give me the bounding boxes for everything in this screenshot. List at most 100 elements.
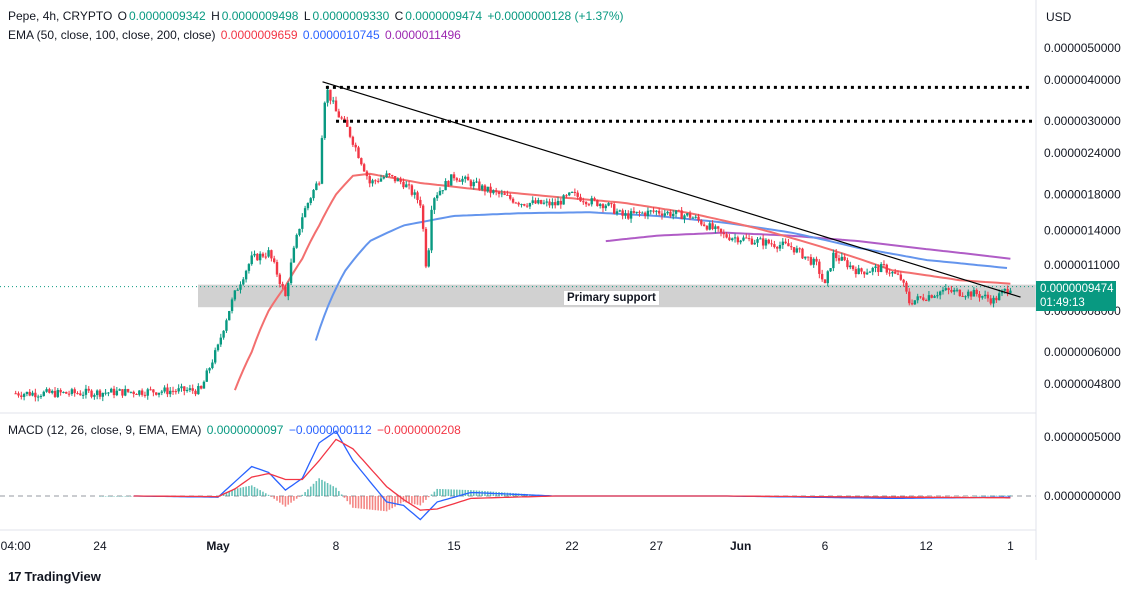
candle-body [545,201,548,203]
macd-histogram-bar [276,496,278,501]
macd-histogram-bar [416,496,419,505]
candle-body [475,181,478,183]
macd-histogram-bar [964,496,967,497]
macd-histogram-bar [323,481,326,496]
candle-body [138,390,141,395]
macd-pane [0,412,1036,521]
macd-histogram-bar [236,488,239,496]
macd-histogram-bar [262,491,264,496]
candle-body [1009,290,1012,294]
macd-histogram-bar [371,496,374,510]
candle-body [627,213,630,219]
candle-body [278,274,282,284]
candle-body [28,391,31,396]
candle-body [902,279,905,283]
candle-body [756,239,759,243]
macd-histogram-bar [338,491,340,496]
macd-histogram-bar [307,489,309,496]
candle-body [36,396,40,398]
candle-body [708,223,711,230]
macd-histogram-bar [427,496,430,498]
candle-body [916,296,919,301]
time-tick-label: 04:00 [1,539,31,553]
candle-body [680,210,683,220]
macd-histogram-bar [124,496,127,497]
time-tick-label: 15 [447,539,461,553]
macd-histogram-bar [346,496,349,502]
candle-body [955,289,959,291]
macd-histogram-bar [264,493,267,496]
candle-body [73,389,76,394]
macd-histogram-bar [961,496,964,497]
candle-body [643,212,647,217]
macd-histogram-bar [382,496,385,512]
candle-body [618,210,622,212]
macd-histogram-bar [419,496,422,506]
candle-body [514,202,518,204]
candle-body [121,389,124,396]
candle-body [334,100,338,112]
candle-body [697,216,700,221]
time-tick-label: May [206,539,230,553]
candle-body [686,213,689,216]
candle-body [716,226,720,229]
symbol-label[interactable]: Pepe, 4h, CRYPTO [8,9,113,23]
candle-body [894,272,897,274]
tradingview-brand[interactable]: 17 TradingView [8,569,101,584]
macd-histogram-bar [942,496,944,497]
macd-histogram-bar [298,496,301,497]
macd-histogram-bar [329,484,332,496]
time-tick-label: 27 [650,539,664,553]
candle-body [846,260,849,268]
candle-body [149,389,152,391]
candle-body [101,392,104,397]
macd-histogram-bar [101,496,104,497]
candle-body [169,390,172,395]
candle-body [641,212,644,214]
candle-body [677,210,681,212]
macd-histogram-bar [956,496,958,497]
macd-histogram-bar [349,496,351,505]
candle-body [936,295,939,297]
price-tick-label: 0.0000024000 [1044,146,1121,160]
candle-body [157,392,161,395]
ema-label[interactable]: EMA (50, close, 100, close, 200, close) [8,28,216,42]
candle-body [624,213,627,216]
macd-histogram-bar [900,496,902,498]
candle-body [615,211,619,214]
candle-body [194,390,197,395]
candle-body [548,201,551,206]
macd-histogram-bar [222,494,225,496]
macd-line-value: −0.0000000112 [288,423,372,437]
candle-body [1006,288,1009,294]
macd-histogram-bar [995,495,998,497]
candle-body [371,180,374,184]
macd-histogram-bar [989,495,992,497]
candle-body [132,391,135,395]
candle-body [444,181,447,191]
candle-body [273,258,276,263]
candle-body [466,176,470,181]
macd-histogram-bar [259,490,261,496]
macd-histogram-bar [281,496,284,505]
price-tick-label: 0.0000030000 [1044,114,1121,128]
currency-label[interactable]: USD [1046,10,1072,24]
macd-signal-value: −0.0000000208 [377,423,461,437]
candle-body [568,192,571,196]
macd-histogram-bar [950,496,953,497]
macd-label[interactable]: MACD (12, 26, close, 9, EMA, EMA) [8,423,202,437]
candle-body [185,389,189,392]
candle-body [236,289,239,291]
candle-body [379,178,383,182]
candle-body [964,296,967,298]
macd-histogram-bar [99,496,101,497]
macd-histogram-bar [368,496,371,510]
candle-body [79,393,82,396]
macd-histogram-bar [978,495,981,497]
candle-body [309,198,312,204]
candle-body [253,253,256,256]
macd-histogram-bar [118,496,121,497]
candle-body [427,250,430,267]
candle-body [953,290,956,292]
